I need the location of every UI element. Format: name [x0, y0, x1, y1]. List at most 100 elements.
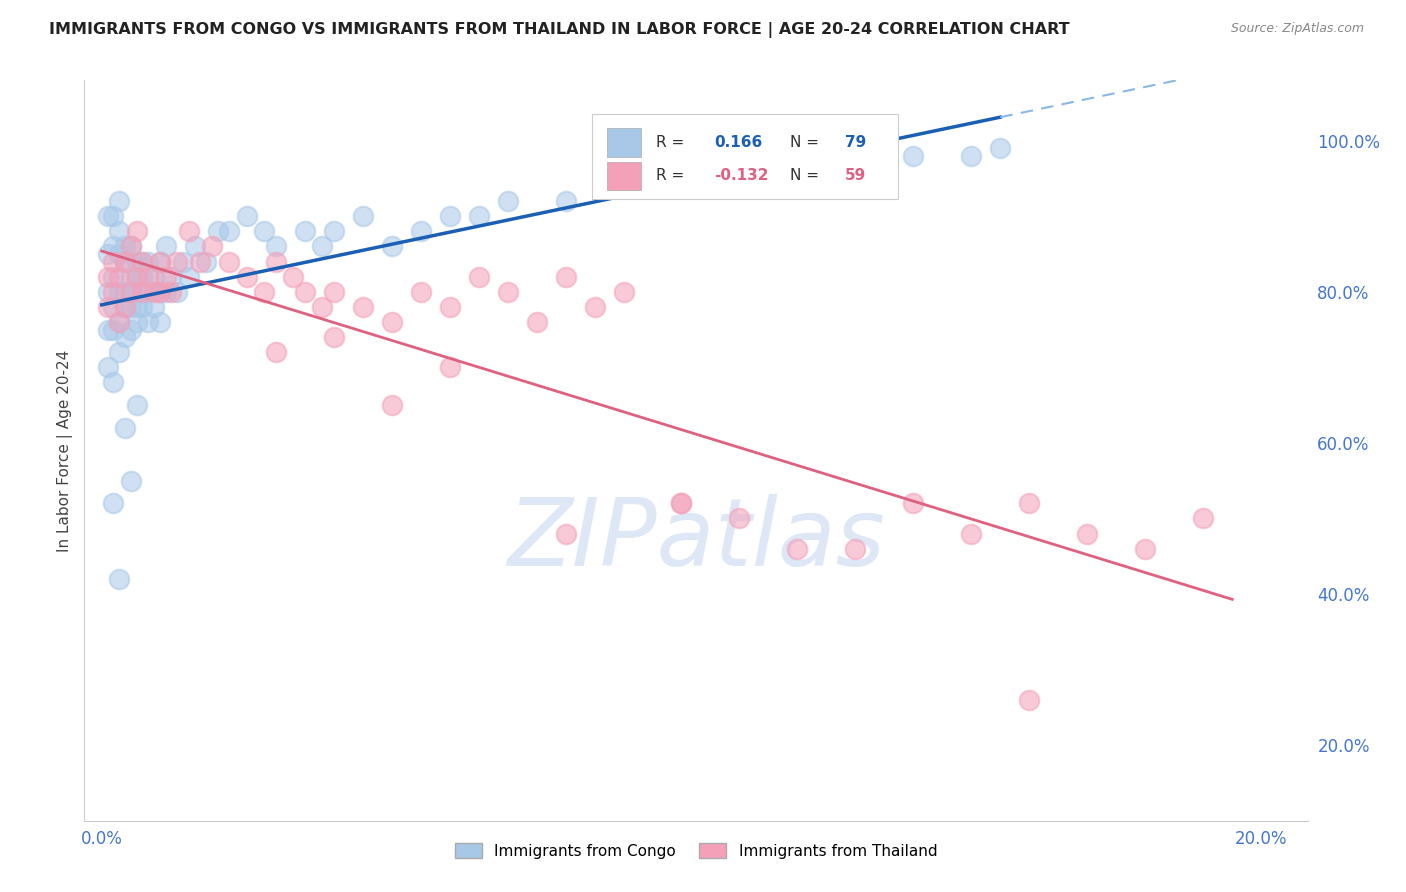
Text: 59: 59 — [845, 169, 866, 183]
Point — [120, 322, 142, 336]
Point — [108, 315, 131, 329]
Point — [114, 300, 136, 314]
Point — [120, 239, 142, 253]
Point — [201, 239, 224, 253]
Point — [131, 254, 153, 268]
Point — [142, 269, 165, 284]
Point — [149, 315, 172, 329]
Point — [125, 254, 148, 268]
Text: 79: 79 — [845, 135, 866, 150]
Point — [409, 285, 432, 299]
Text: N =: N = — [790, 135, 820, 150]
Point — [218, 254, 240, 268]
Point — [160, 269, 183, 284]
Point — [108, 224, 131, 238]
Legend: Immigrants from Congo, Immigrants from Thailand: Immigrants from Congo, Immigrants from T… — [449, 837, 943, 865]
Point — [149, 285, 172, 299]
Point — [188, 254, 211, 268]
Text: N =: N = — [790, 169, 820, 183]
Point — [125, 315, 148, 329]
Point — [311, 239, 333, 253]
Point — [166, 285, 188, 299]
Point — [120, 269, 142, 284]
Point — [96, 322, 118, 336]
Point — [235, 209, 257, 223]
Point — [96, 300, 118, 314]
Point — [103, 209, 125, 223]
Point — [526, 315, 548, 329]
Point — [108, 285, 131, 299]
Point — [114, 285, 136, 299]
Point — [409, 224, 432, 238]
Point — [235, 269, 257, 284]
Point — [96, 285, 118, 299]
Point — [264, 254, 287, 268]
Point — [218, 224, 240, 238]
Point — [177, 224, 200, 238]
Text: IMMIGRANTS FROM CONGO VS IMMIGRANTS FROM THAILAND IN LABOR FORCE | AGE 20-24 COR: IMMIGRANTS FROM CONGO VS IMMIGRANTS FROM… — [49, 22, 1070, 38]
Point — [583, 300, 606, 314]
Text: ZIPatlas: ZIPatlas — [508, 494, 884, 585]
Text: 0.166: 0.166 — [714, 135, 762, 150]
Point — [114, 330, 136, 344]
Point — [322, 285, 344, 299]
Text: Source: ZipAtlas.com: Source: ZipAtlas.com — [1230, 22, 1364, 36]
Point — [253, 285, 276, 299]
Point — [103, 496, 125, 510]
Point — [149, 285, 172, 299]
Point — [166, 254, 188, 268]
Point — [671, 496, 693, 510]
Point — [1018, 496, 1040, 510]
Point — [786, 541, 808, 556]
Point — [381, 239, 404, 253]
Point — [467, 209, 489, 223]
Point — [439, 360, 461, 375]
Point — [903, 496, 925, 510]
Point — [96, 209, 118, 223]
Point — [103, 254, 125, 268]
Point — [612, 285, 634, 299]
Point — [149, 254, 172, 268]
Point — [352, 300, 374, 314]
Point — [1018, 692, 1040, 706]
Point — [131, 254, 153, 268]
Point — [786, 156, 808, 170]
Point — [108, 315, 131, 329]
Point — [114, 254, 136, 268]
Point — [381, 315, 404, 329]
Point — [125, 269, 148, 284]
Point — [114, 421, 136, 435]
Point — [264, 345, 287, 359]
Point — [264, 239, 287, 253]
Point — [155, 269, 177, 284]
Point — [131, 269, 153, 284]
Point — [155, 285, 177, 299]
Point — [467, 269, 489, 284]
Point — [114, 239, 136, 253]
Point — [671, 496, 693, 510]
Point — [496, 285, 519, 299]
Point — [439, 209, 461, 223]
Point — [142, 285, 165, 299]
Point — [136, 269, 159, 284]
Point — [114, 300, 136, 314]
Point — [103, 322, 125, 336]
Point — [131, 285, 153, 299]
Point — [195, 254, 218, 268]
Point — [103, 239, 125, 253]
Point — [108, 247, 131, 261]
Point — [136, 285, 159, 299]
Point — [1076, 526, 1098, 541]
Point — [120, 285, 142, 299]
Point — [96, 247, 118, 261]
Text: R =: R = — [655, 169, 689, 183]
Text: -0.132: -0.132 — [714, 169, 769, 183]
Point — [253, 224, 276, 238]
Point — [322, 224, 344, 238]
Point — [160, 285, 183, 299]
Point — [120, 474, 142, 488]
Point — [1135, 541, 1157, 556]
Point — [136, 315, 159, 329]
Point — [903, 149, 925, 163]
Point — [960, 526, 983, 541]
